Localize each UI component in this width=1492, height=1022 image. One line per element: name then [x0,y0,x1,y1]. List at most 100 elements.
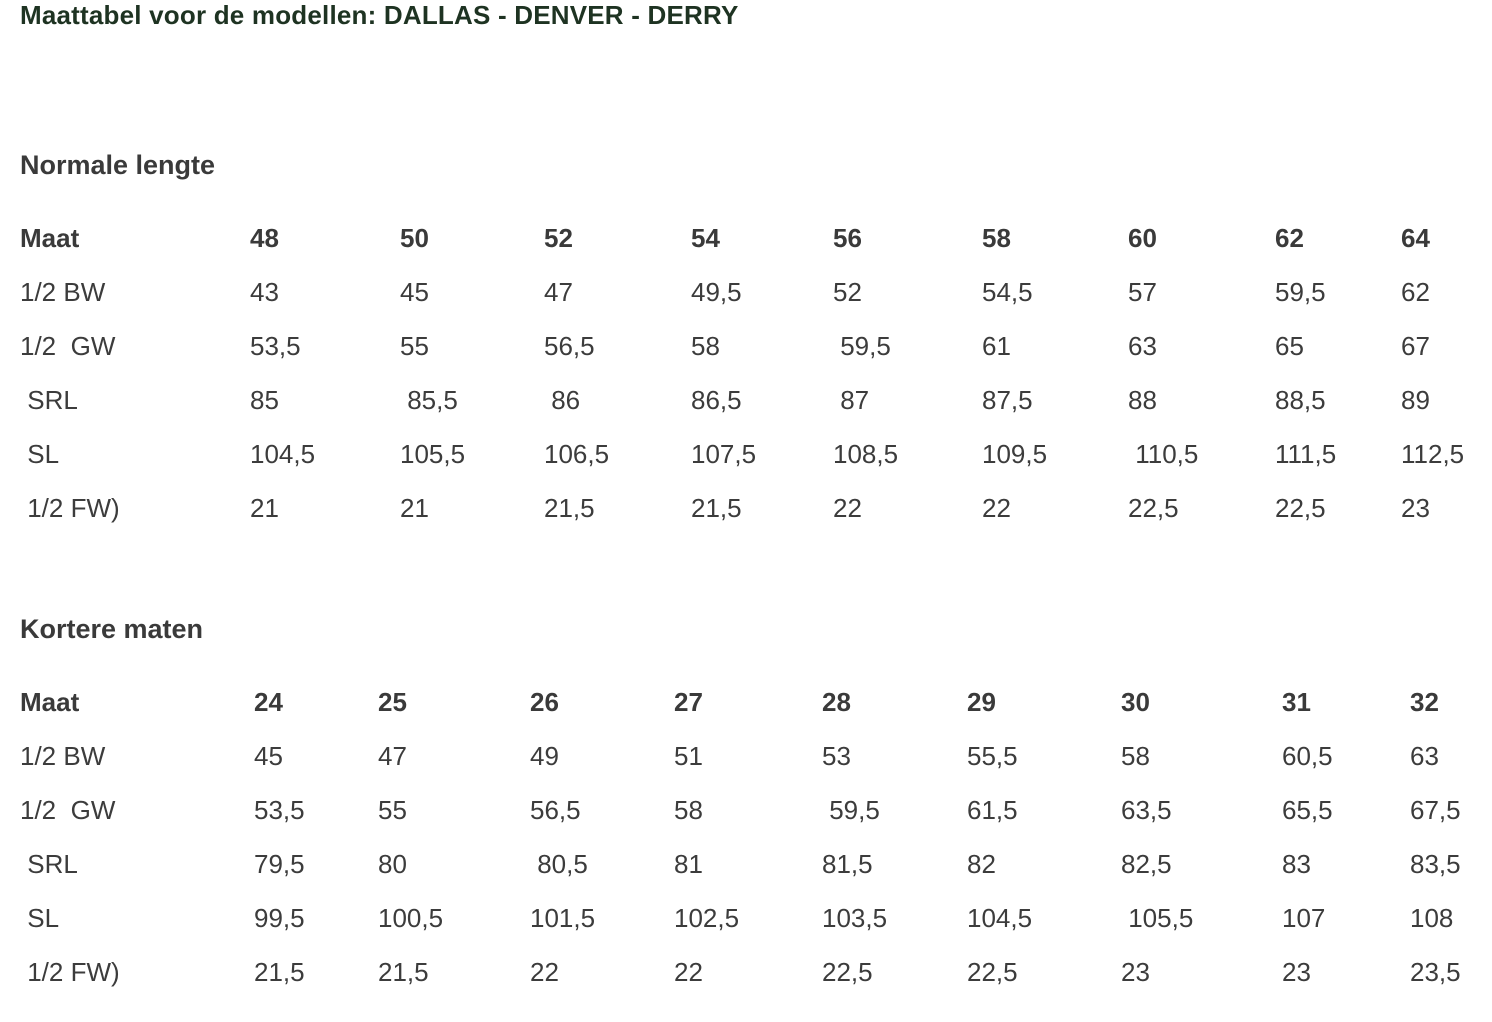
measurement-label: SL [20,438,60,469]
measurement-value: 82,5 [1121,848,1172,879]
measurement-value: 100,5 [378,902,444,933]
table-row: 1/2 FW) 21 21 21,5 21,5 22 22 22,5 22,5 23 [20,481,1481,535]
measurement-value: 81,5 [822,848,873,879]
measurement-value: 22 [530,956,559,987]
measurement-value: 63 [1128,330,1157,361]
measurement-value: 59,5 [833,330,891,361]
size-table-kortere-maten: Maat 24 25 26 27 28 29 30 31 32 1/2 BW 45 47 49 51 53 55… [20,675,1482,999]
size-header-cell: 25 [378,686,407,717]
table-row: 1/2 GW 53,5 55 56,5 58 59,5 61,5 63,5 65,5 67,5 [20,783,1482,837]
measurement-value: 21,5 [254,956,305,987]
measurement-label: SL [20,902,60,933]
size-header-cell: 30 [1121,686,1150,717]
measurement-value: 67,5 [1410,794,1461,825]
measurement-value: 60,5 [1282,740,1333,771]
size-table-normale-lengte: Maat 48 50 52 54 56 58 60 62 64 1/2 BW 43 45 47 49,5 52… [20,211,1481,535]
size-header-cell: 52 [544,222,573,253]
measurement-value: 65 [1275,330,1304,361]
measurement-value: 86 [544,384,581,415]
measurement-value: 63 [1410,740,1439,771]
measurement-value: 22 [674,956,703,987]
measurement-value: 83,5 [1410,848,1461,879]
size-header-cell: 54 [691,222,720,253]
measurement-value: 110,5 [1128,438,1199,469]
measurement-value: 88 [1128,384,1157,415]
measurement-value: 88,5 [1275,384,1326,415]
table-row: SRL 85 85,5 86 86,5 87 87,5 88 88,5 89 [20,373,1481,427]
measurement-value: 23,5 [1410,956,1461,987]
measurement-value: 58 [1121,740,1150,771]
table-row: 1/2 FW) 21,5 21,5 22 22 22,5 22,5 23 23 23,5 [20,945,1482,999]
measurement-value: 59,5 [1275,276,1326,307]
size-header-cell: 29 [967,686,996,717]
table-row: SRL 79,5 80 80,5 81 81,5 82 82,5 83 83,5 [20,837,1482,891]
measurement-value: 49 [530,740,559,771]
measurement-value: 53 [822,740,851,771]
size-header-cell: 62 [1275,222,1304,253]
table-row: 1/2 BW 45 47 49 51 53 55,5 58 60,5 63 [20,729,1482,783]
measurement-value: 107 [1282,902,1326,933]
measurement-value: 22 [833,492,862,523]
measurement-value: 56,5 [530,794,581,825]
measurement-value: 43 [250,276,279,307]
measurement-value: 21,5 [544,492,595,523]
measurement-value: 104,5 [250,438,316,469]
measurement-value: 103,5 [822,902,888,933]
measurement-value: 23 [1282,956,1311,987]
table-row: SL 104,5 105,5 106,5 107,5 108,5 109,5 110,5 11… [20,427,1481,481]
measurement-value: 22,5 [967,956,1018,987]
measurement-value: 86,5 [691,384,742,415]
measurement-value: 54,5 [982,276,1033,307]
measurement-value: 55 [400,330,429,361]
size-header-cell: 26 [530,686,559,717]
measurement-value: 23 [1401,492,1430,523]
measurement-value: 56,5 [544,330,595,361]
measurement-value: 107,5 [691,438,757,469]
column-header-label: Maat [20,686,80,717]
measurement-label: 1/2 BW [20,276,106,307]
page-title: Maattabel voor de modellen: DALLAS - DEN… [20,0,739,30]
measurement-value: 23 [1121,956,1150,987]
measurement-value: 83 [1282,848,1311,879]
size-header-cell: 27 [674,686,703,717]
measurement-value: 47 [378,740,407,771]
measurement-label: SRL [20,384,78,415]
measurement-value: 80,5 [530,848,588,879]
measurement-value: 108 [1410,902,1454,933]
size-header-cell: 32 [1410,686,1439,717]
measurement-value: 87 [833,384,870,415]
measurement-value: 63,5 [1121,794,1172,825]
table-header-row: Maat 48 50 52 54 56 58 60 62 64 [20,211,1481,265]
measurement-value: 49,5 [691,276,742,307]
measurement-value: 22,5 [1128,492,1179,523]
measurement-value: 79,5 [254,848,305,879]
measurement-value: 45 [400,276,429,307]
measurement-value: 105,5 [400,438,466,469]
measurement-label: 1/2 FW) [20,492,120,523]
measurement-label: 1/2 FW) [20,956,120,987]
size-header-cell: 58 [982,222,1011,253]
measurement-value: 21 [250,492,279,523]
measurement-value: 81 [674,848,703,879]
measurement-value: 51 [674,740,703,771]
measurement-value: 104,5 [967,902,1033,933]
measurement-label: 1/2 GW [20,330,116,361]
measurement-value: 53,5 [254,794,305,825]
measurement-value: 85,5 [400,384,458,415]
measurement-value: 106,5 [544,438,610,469]
measurement-label: 1/2 BW [20,740,106,771]
table-header-row: Maat 24 25 26 27 28 29 30 31 32 [20,675,1482,729]
size-header-cell: 24 [254,686,283,717]
measurement-value: 21 [400,492,429,523]
measurement-value: 80 [378,848,407,879]
size-header-cell: 28 [822,686,851,717]
measurement-value: 47 [544,276,573,307]
measurement-value: 89 [1401,384,1430,415]
measurement-value: 85 [250,384,279,415]
measurement-value: 22 [982,492,1011,523]
size-header-cell: 56 [833,222,862,253]
measurement-value: 62 [1401,276,1430,307]
measurement-value: 102,5 [674,902,740,933]
section-heading-kortere-maten: Kortere maten [20,614,204,644]
measurement-value: 87,5 [982,384,1033,415]
